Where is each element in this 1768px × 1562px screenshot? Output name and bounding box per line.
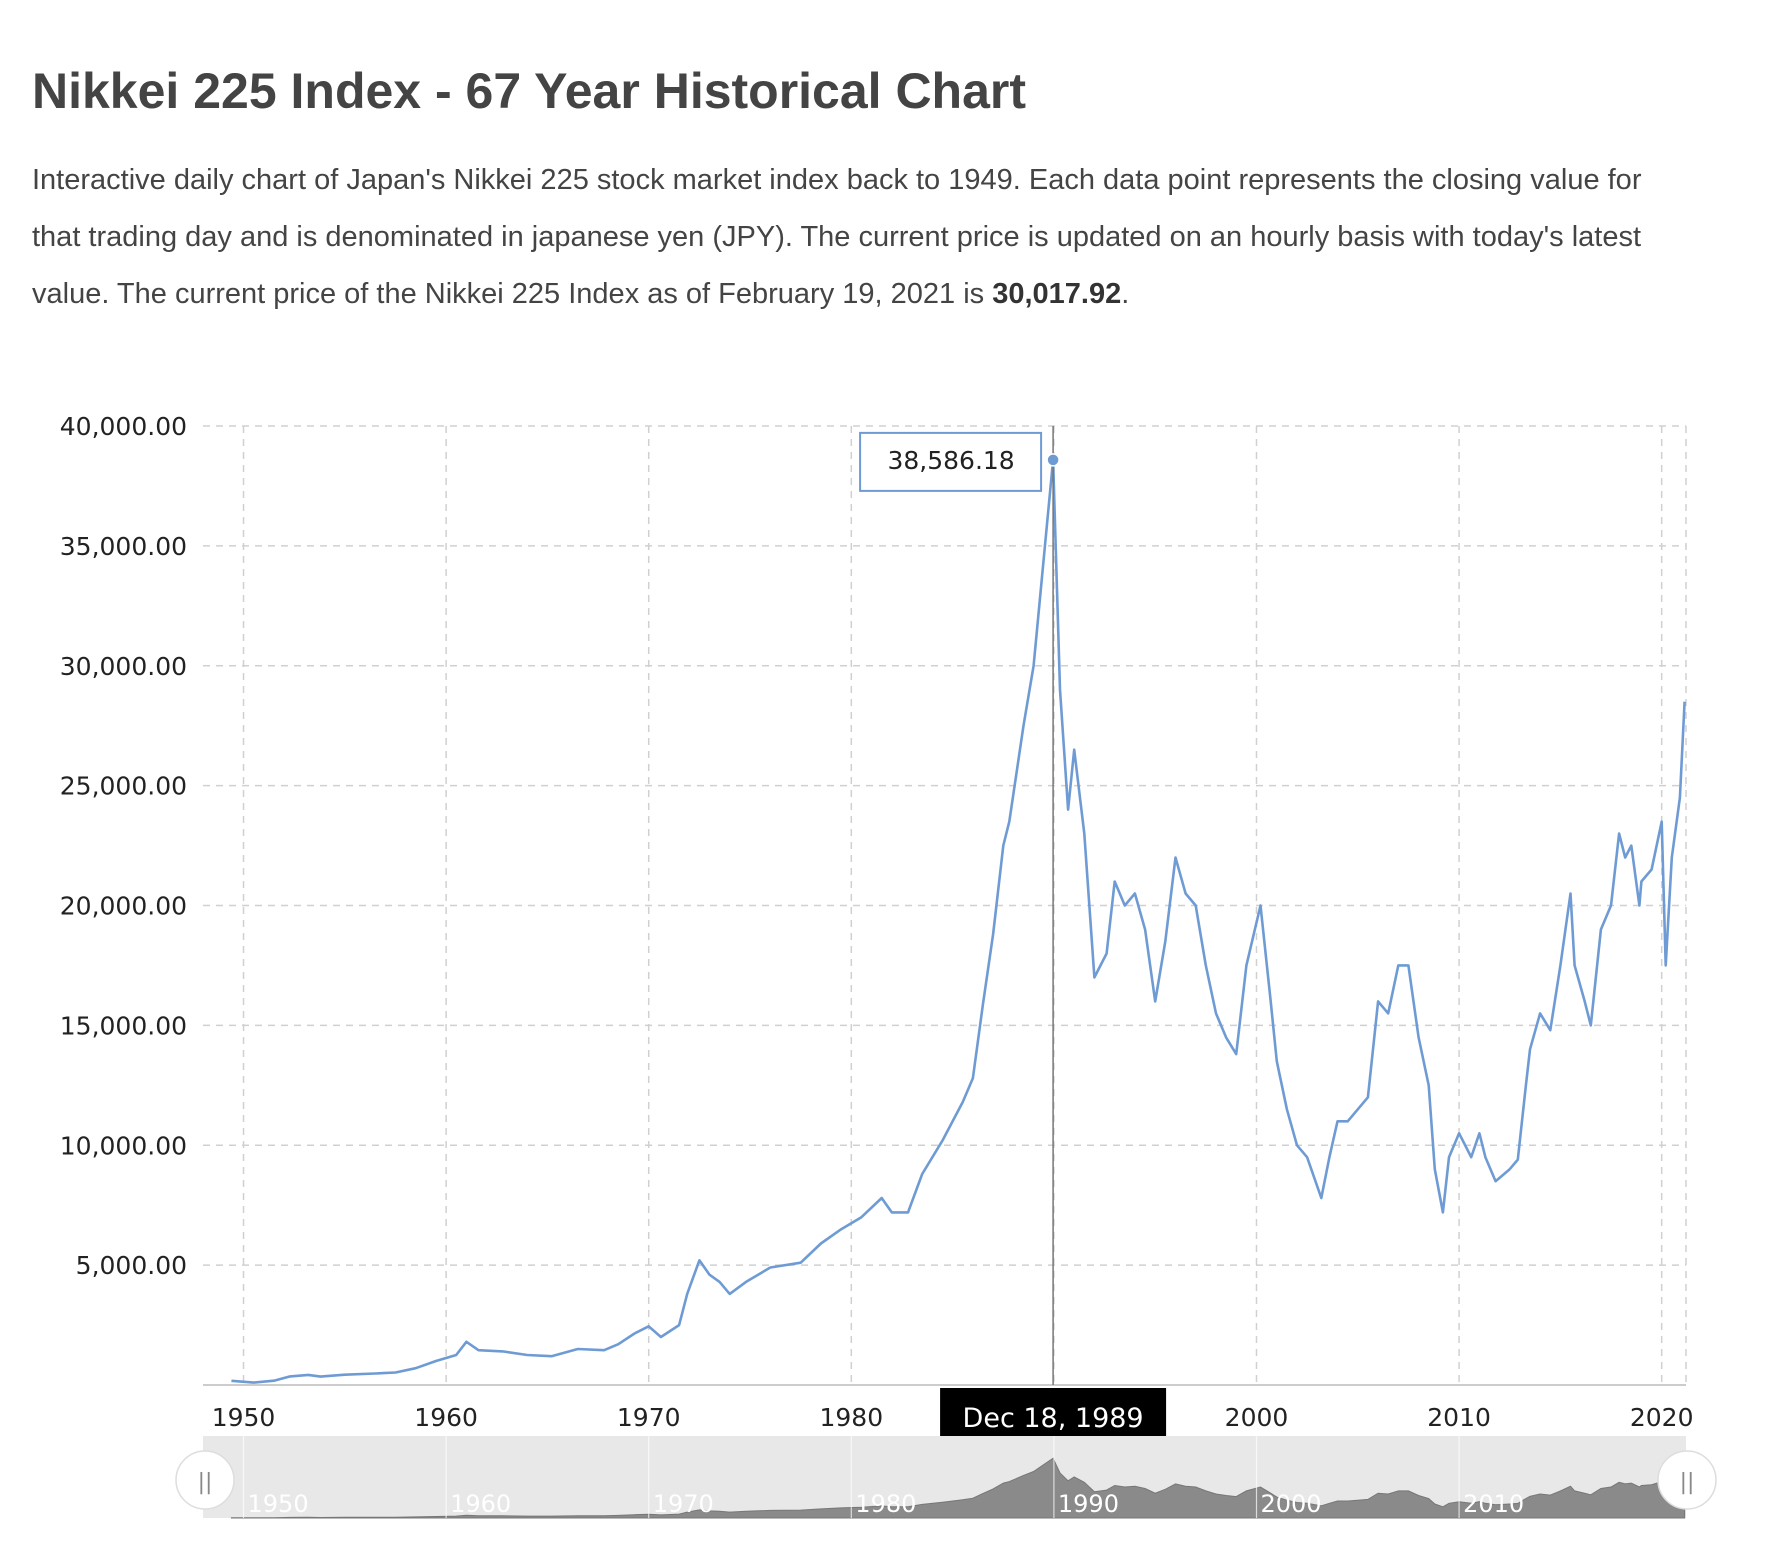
hover-point: [1046, 453, 1060, 467]
x-tick-label: 1970: [617, 1403, 681, 1432]
x-tick-label: 2000: [1225, 1403, 1289, 1432]
current-price: 30,017.92: [992, 278, 1122, 310]
tooltip-value: 38,586.18: [887, 446, 1014, 475]
navigator-year-label: 1960: [450, 1490, 511, 1518]
description-end: .: [1121, 278, 1130, 310]
description: Interactive daily chart of Japan's Nikke…: [32, 152, 1692, 323]
navigator-year-label: 2000: [1260, 1490, 1321, 1518]
value-tooltip: 38,586.18: [859, 431, 1043, 492]
navigator-year-label: 1980: [855, 1490, 916, 1518]
series-layer: [231, 458, 1686, 1384]
nikkei-series-line: [231, 458, 1686, 1384]
x-axis-ticks: 19501960197019801990200020102020: [212, 1403, 1694, 1432]
y-tick-label: 5,000.00: [76, 1251, 187, 1280]
y-tick-label: 35,000.00: [60, 532, 187, 561]
tooltip-box: [859, 431, 1043, 492]
navigator-year-label: 1950: [248, 1490, 309, 1518]
y-tick-label: 15,000.00: [60, 1011, 187, 1040]
y-axis-ticks: 5,000.00 10,000.00 15,000.00 20,000.00 25,00…: [60, 412, 187, 1280]
y-tick-label: 20,000.00: [60, 892, 187, 921]
navigator-year-label: 1990: [1058, 1490, 1119, 1518]
navigator-grid: [242, 1436, 1460, 1518]
y-tick-label: 10,000.00: [60, 1131, 187, 1160]
navigator-year-label: 2010: [1463, 1490, 1524, 1518]
navigator-labels: 1950 1960 1970 1980 1990 2000 2010: [248, 1490, 1525, 1518]
description-text: Interactive daily chart of Japan's Nikke…: [32, 164, 1642, 310]
x-tick-label: 2010: [1427, 1403, 1491, 1432]
grid: [203, 425, 1687, 1385]
y-tick-label: 25,000.00: [60, 772, 187, 801]
navigator-year-label: 1970: [653, 1490, 714, 1518]
right-handle-grip: ||: [1680, 1470, 1695, 1495]
x-tick-label: 1980: [819, 1403, 883, 1432]
x-tick-label: 1960: [414, 1403, 478, 1432]
page-title: Nikkei 225 Index - 67 Year Historical Ch…: [32, 63, 1027, 119]
y-tick-label: 30,000.00: [60, 652, 187, 681]
navigator-area: [230, 1457, 1686, 1519]
navigator-right-handle[interactable]: ||: [1657, 1450, 1717, 1510]
navigator[interactable]: 1950 1960 1970 1980 1990 2000 2010 || ||: [175, 1436, 1717, 1519]
x-tick-label: 2020: [1630, 1403, 1694, 1432]
x-tick-label: 1950: [212, 1403, 276, 1432]
left-handle-grip: ||: [198, 1470, 213, 1495]
date-text: Dec 18, 1989: [963, 1403, 1144, 1434]
y-tick-label: 40,000.00: [60, 412, 187, 441]
navigator-left-handle[interactable]: ||: [175, 1450, 235, 1510]
